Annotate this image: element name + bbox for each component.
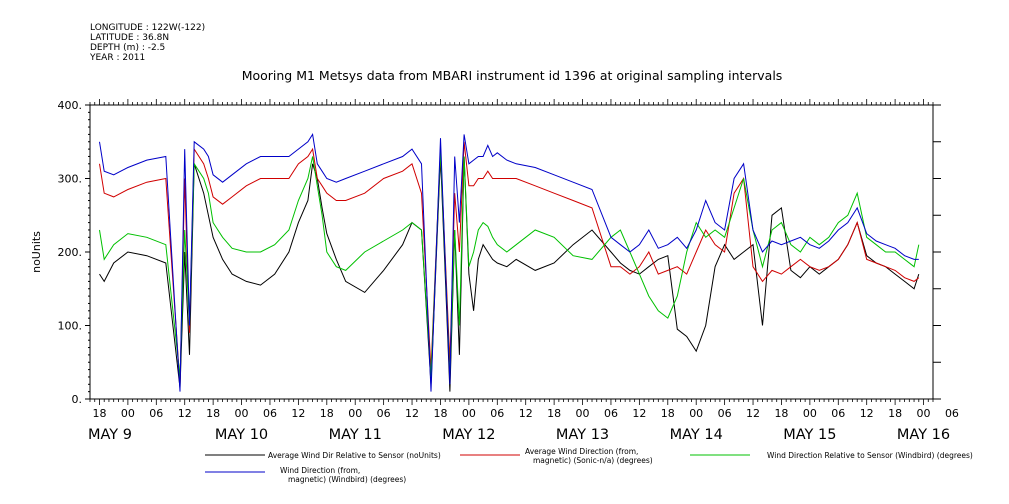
x-tick-label: 12	[519, 407, 533, 420]
x-tick-label: 06	[718, 407, 732, 420]
series-line-0	[99, 156, 920, 392]
legend-label: Average Wind Direction (from, magnetic) (…	[525, 447, 653, 465]
metadata-line: LATITUDE : 36.8N	[90, 33, 169, 43]
legend-label: Wind Direction (from, magnetic) (Windbird…	[280, 466, 406, 484]
x-tick-label: 06	[377, 407, 391, 420]
x-tick-label: 12	[746, 407, 760, 420]
x-tick-label: 00	[576, 407, 590, 420]
y-tick-label: 400.	[58, 99, 83, 112]
metadata-line: LONGITUDE : 122W(-122)	[90, 23, 205, 33]
x-date-label: MAY 16	[897, 427, 950, 443]
x-tick-label: 06	[831, 407, 845, 420]
y-tick-label: 0.	[72, 393, 83, 406]
metadata-line: YEAR : 2011	[89, 53, 145, 63]
x-tick-label: 06	[945, 407, 959, 420]
legend-label: Wind Direction Relative to Sensor (Windb…	[767, 451, 973, 460]
x-tick-label: 00	[235, 407, 249, 420]
metadata-line: DEPTH (m) : -2.5	[90, 43, 165, 53]
x-tick-label: 00	[803, 407, 817, 420]
y-tick-label: 300.	[58, 173, 83, 186]
x-tick-label: 18	[320, 407, 334, 420]
x-tick-label: 12	[860, 407, 874, 420]
series-layer	[99, 133, 920, 392]
x-tick-label: 12	[405, 407, 419, 420]
x-date-label: MAY 13	[556, 427, 609, 443]
x-tick-label: 18	[774, 407, 788, 420]
x-tick-label: 18	[547, 407, 561, 420]
x-tick-label: 00	[121, 407, 135, 420]
x-tick-label: 18	[92, 407, 106, 420]
chart-title: Mooring M1 Metsys data from MBARI instru…	[242, 68, 783, 83]
y-axis-label: noUnits	[30, 231, 43, 273]
metadata-block: LONGITUDE : 122W(-122) LATITUDE : 36.8N …	[89, 23, 205, 63]
legend: Average Wind Dir Relative to Sensor (noU…	[205, 447, 973, 484]
x-date-label: MAY 10	[215, 427, 268, 443]
x-date-label: MAY 15	[783, 427, 836, 443]
x-tick-label: 06	[604, 407, 618, 420]
y-tick-label: 100.	[58, 320, 83, 333]
y-tick-label: 200.	[58, 246, 83, 259]
plot-frame	[89, 104, 934, 400]
series-line-1	[99, 141, 920, 385]
x-tick-label: 00	[348, 407, 362, 420]
x-tick-label: 06	[490, 407, 504, 420]
x-tick-label: 00	[462, 407, 476, 420]
x-tick-label: 18	[661, 407, 675, 420]
x-tick-label: 12	[291, 407, 305, 420]
legend-label: Average Wind Dir Relative to Sensor (noU…	[268, 451, 441, 460]
x-tick-label: 06	[149, 407, 163, 420]
x-tick-label: 00	[917, 407, 931, 420]
x-tick-label: 18	[433, 407, 447, 420]
x-tick-label: 18	[206, 407, 220, 420]
x-tick-label: 06	[263, 407, 277, 420]
axis-layer: 0. 100. 200. 300. 400. 18 00 06 12 18 00 06 12 18 00 06…	[58, 99, 959, 443]
x-date-label: MAY 11	[329, 427, 382, 443]
series-line-2	[99, 149, 920, 377]
x-date-label: MAY 9	[88, 427, 132, 443]
x-tick-label: 12	[178, 407, 192, 420]
x-date-label: MAY 12	[442, 427, 495, 443]
series-line-3	[99, 133, 919, 392]
x-tick-label: 18	[888, 407, 902, 420]
x-tick-label: 12	[632, 407, 646, 420]
x-date-label: MAY 14	[670, 427, 723, 443]
x-tick-label: 00	[689, 407, 703, 420]
